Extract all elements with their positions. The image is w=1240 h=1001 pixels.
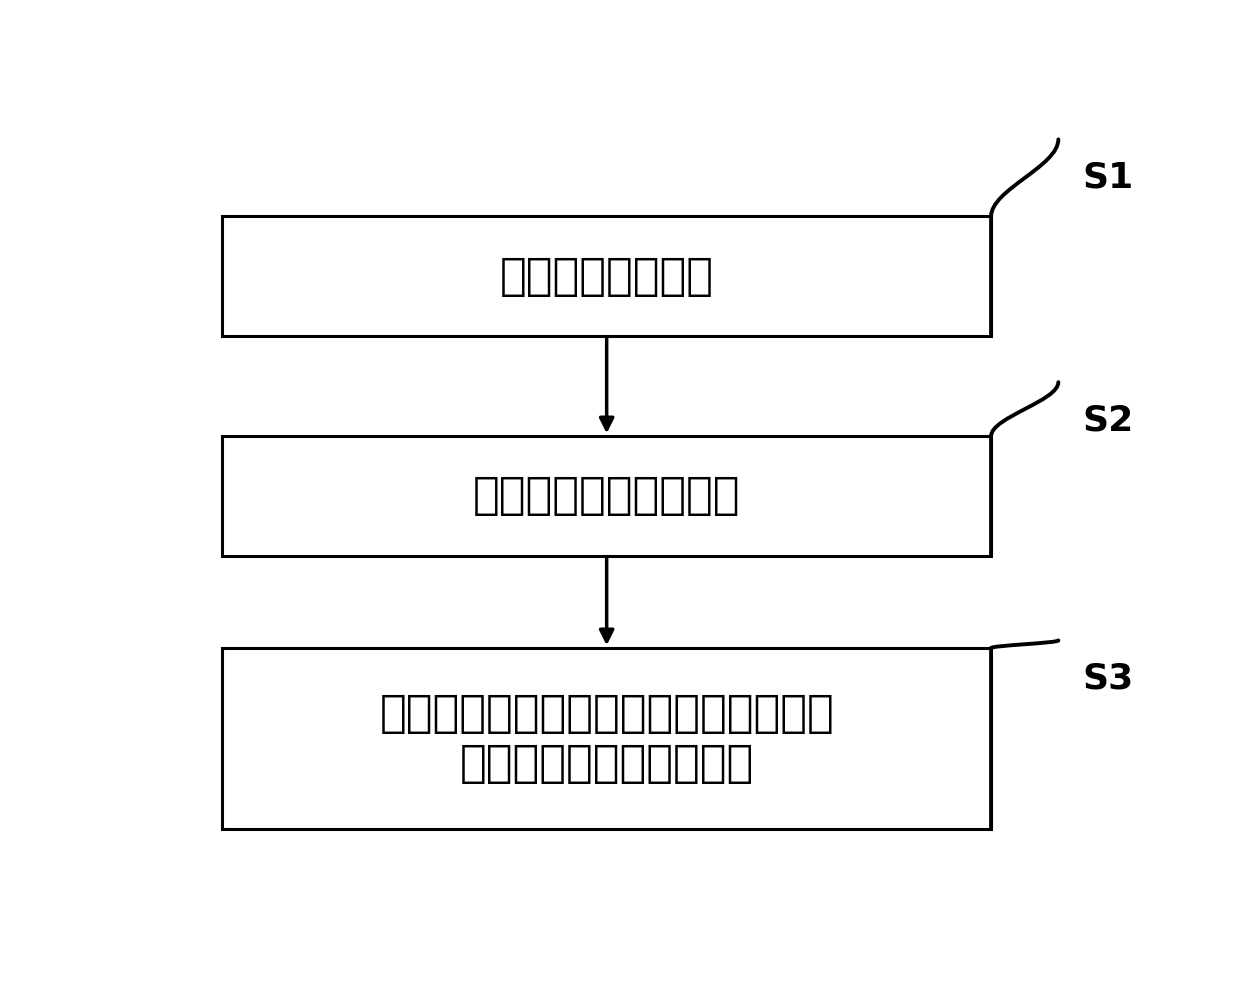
FancyBboxPatch shape — [222, 216, 991, 336]
Text: 建立双目立体标定模型: 建立双目立体标定模型 — [472, 474, 740, 518]
Text: S2: S2 — [1083, 403, 1133, 437]
FancyBboxPatch shape — [222, 648, 991, 829]
Text: 建立单目标定模型: 建立单目标定模型 — [500, 254, 714, 297]
FancyBboxPatch shape — [222, 436, 991, 556]
Text: 根据单目标定模型和双目立体标定模型: 根据单目标定模型和双目立体标定模型 — [379, 692, 835, 735]
Text: S1: S1 — [1083, 161, 1133, 195]
Text: 计算全景相机的装配误差: 计算全景相机的装配误差 — [460, 742, 754, 785]
Text: S3: S3 — [1083, 662, 1133, 696]
